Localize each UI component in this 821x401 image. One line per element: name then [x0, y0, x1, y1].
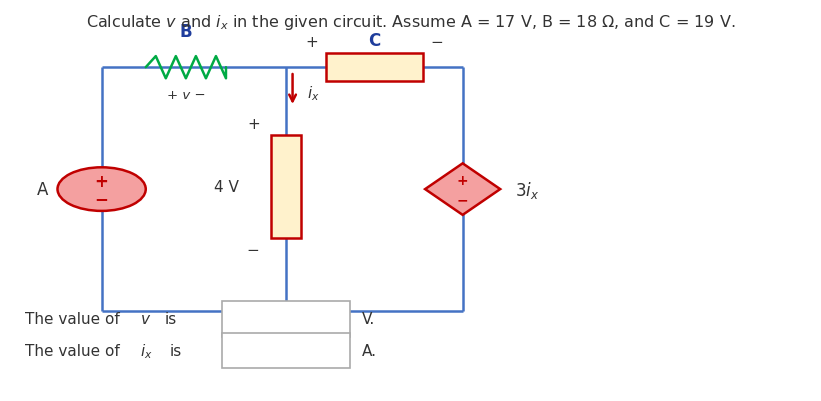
Text: + v −: + v −: [167, 89, 205, 102]
Text: +: +: [456, 174, 469, 188]
Text: $v$: $v$: [140, 312, 151, 327]
Bar: [326, 54, 423, 82]
Text: The value of: The value of: [25, 343, 120, 358]
Text: B: B: [180, 23, 192, 41]
Text: $i_x$: $i_x$: [307, 84, 319, 103]
Circle shape: [57, 168, 146, 211]
Polygon shape: [425, 164, 500, 215]
Text: is: is: [164, 312, 177, 327]
Text: +: +: [305, 35, 319, 50]
Text: $3i_x$: $3i_x$: [515, 179, 539, 200]
Text: The value of: The value of: [25, 312, 120, 327]
Text: −: −: [456, 192, 469, 207]
Text: +: +: [94, 172, 108, 190]
Text: +: +: [247, 116, 259, 131]
Text: −: −: [430, 35, 443, 50]
Text: −: −: [94, 190, 108, 208]
Text: $i_x$: $i_x$: [140, 341, 153, 360]
Text: A: A: [36, 180, 48, 198]
Text: −: −: [247, 242, 259, 257]
Text: A.: A.: [362, 343, 378, 358]
Bar: [271, 135, 301, 238]
Text: 4 V: 4 V: [214, 179, 239, 194]
Text: C: C: [369, 32, 380, 50]
FancyBboxPatch shape: [222, 301, 351, 337]
Text: V.: V.: [362, 312, 376, 327]
FancyBboxPatch shape: [222, 333, 351, 369]
Text: is: is: [170, 343, 182, 358]
Text: Calculate $v$ and $i_x$ in the given circuit. Assume A = 17 V, B = 18 $\Omega$, : Calculate $v$ and $i_x$ in the given cir…: [85, 13, 736, 32]
